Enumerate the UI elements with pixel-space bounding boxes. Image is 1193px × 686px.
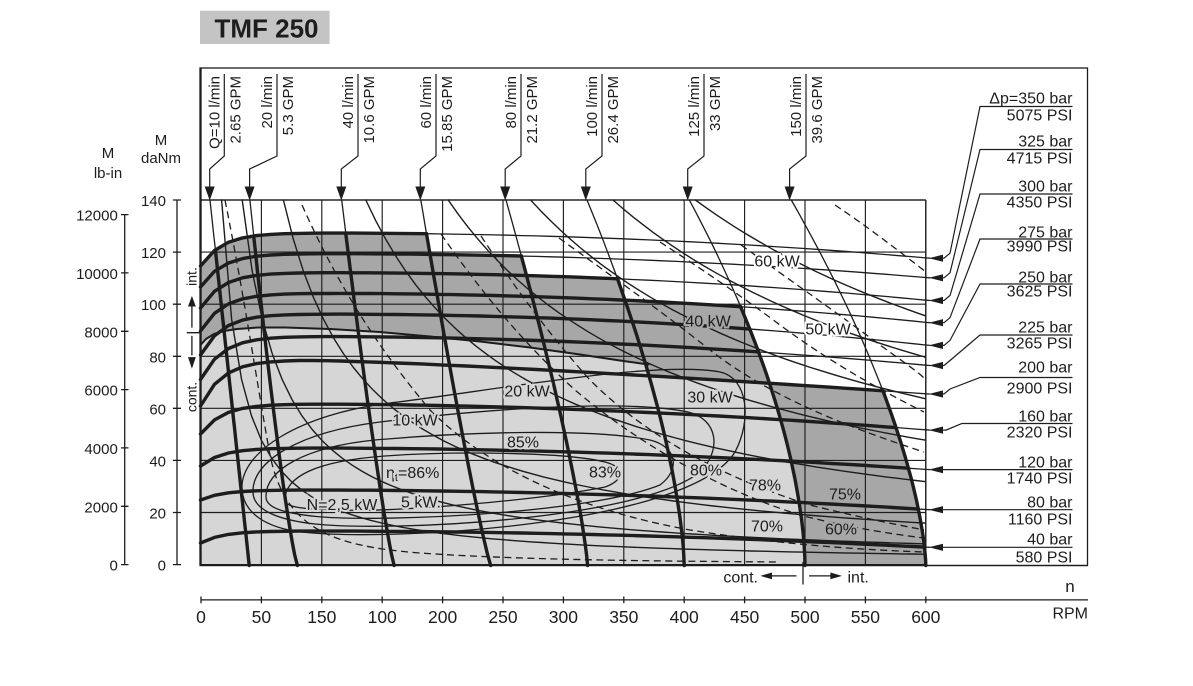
svg-text:80 l/min: 80 l/min <box>503 76 520 129</box>
svg-text:580 PSI: 580 PSI <box>1016 550 1073 567</box>
svg-text:60 kW: 60 kW <box>754 254 800 271</box>
svg-text:225 bar: 225 bar <box>1018 320 1073 337</box>
svg-text:3990 PSI: 3990 PSI <box>1007 239 1073 256</box>
svg-text:Q=10 l/min: Q=10 l/min <box>207 76 224 149</box>
svg-text:39.6 GPM: 39.6 GPM <box>809 76 826 144</box>
svg-text:2900 PSI: 2900 PSI <box>1007 381 1073 398</box>
svg-text:85%: 85% <box>507 435 539 452</box>
svg-text:120: 120 <box>141 245 166 262</box>
svg-text:3265 PSI: 3265 PSI <box>1007 336 1073 353</box>
svg-text:50 kW: 50 kW <box>805 322 851 339</box>
svg-text:int.: int. <box>184 267 200 286</box>
svg-text:10 kW: 10 kW <box>392 413 438 430</box>
svg-text:2320 PSI: 2320 PSI <box>1007 425 1073 442</box>
svg-text:140: 140 <box>141 193 166 210</box>
svg-text:20 l/min: 20 l/min <box>259 76 276 129</box>
svg-text:21.2 GPM: 21.2 GPM <box>524 76 541 144</box>
svg-text:cont.: cont. <box>723 569 758 586</box>
svg-text:lb-in: lb-in <box>94 165 122 182</box>
svg-text:20: 20 <box>149 506 166 523</box>
svg-text:15.85 GPM: 15.85 GPM <box>439 76 456 152</box>
svg-text:50: 50 <box>252 607 272 627</box>
svg-text:5075 PSI: 5075 PSI <box>1007 108 1073 125</box>
svg-text:2.65 GPM: 2.65 GPM <box>227 76 244 144</box>
svg-text:8000: 8000 <box>84 324 117 341</box>
svg-text:ηt=86%: ηt=86% <box>386 465 439 484</box>
svg-text:83%: 83% <box>589 465 621 482</box>
svg-text:40 kW: 40 kW <box>685 314 731 331</box>
svg-text:200 bar: 200 bar <box>1018 360 1073 377</box>
svg-text:350: 350 <box>609 607 638 627</box>
svg-text:n: n <box>1065 577 1074 596</box>
svg-text:60%: 60% <box>825 522 857 539</box>
svg-text:40 bar: 40 bar <box>1027 532 1073 549</box>
svg-text:4715 PSI: 4715 PSI <box>1007 151 1073 168</box>
svg-text:20 kW: 20 kW <box>504 384 550 401</box>
svg-text:10000: 10000 <box>76 266 118 283</box>
svg-text:5 kW.: 5 kW. <box>401 495 441 512</box>
svg-text:200: 200 <box>428 607 457 627</box>
svg-text:40: 40 <box>149 453 166 470</box>
svg-text:M: M <box>102 145 115 162</box>
svg-text:80 bar: 80 bar <box>1027 495 1073 512</box>
svg-text:160 bar: 160 bar <box>1018 409 1073 426</box>
svg-text:150 l/min: 150 l/min <box>788 76 805 137</box>
svg-text:400: 400 <box>670 607 699 627</box>
svg-text:3625 PSI: 3625 PSI <box>1007 284 1073 301</box>
svg-text:1160 PSI: 1160 PSI <box>1008 512 1073 529</box>
svg-text:TMF 250: TMF 250 <box>214 14 318 44</box>
svg-text:300 bar: 300 bar <box>1018 179 1073 196</box>
svg-text:275 bar: 275 bar <box>1018 225 1073 242</box>
svg-text:4350 PSI: 4350 PSI <box>1007 195 1073 212</box>
svg-text:100: 100 <box>368 607 397 627</box>
svg-text:80%: 80% <box>690 463 722 480</box>
svg-text:100: 100 <box>141 297 166 314</box>
svg-text:550: 550 <box>851 607 880 627</box>
svg-text:100 l/min: 100 l/min <box>584 76 601 137</box>
svg-text:500: 500 <box>790 607 819 627</box>
svg-text:0: 0 <box>109 558 117 575</box>
svg-text:125 l/min: 125 l/min <box>686 76 703 137</box>
svg-text:10.6 GPM: 10.6 GPM <box>361 76 378 144</box>
svg-text:26.4 GPM: 26.4 GPM <box>605 76 622 144</box>
svg-text:40 l/min: 40 l/min <box>340 76 357 129</box>
svg-text:600: 600 <box>911 607 940 627</box>
svg-text:0: 0 <box>158 558 166 575</box>
svg-text:250 bar: 250 bar <box>1018 270 1073 287</box>
svg-text:N=2,5 kW: N=2,5 kW <box>307 497 379 514</box>
svg-text:0: 0 <box>196 607 206 627</box>
svg-text:450: 450 <box>730 607 759 627</box>
svg-text:4000: 4000 <box>84 441 117 458</box>
svg-text:75%: 75% <box>829 487 861 504</box>
svg-text:120 bar: 120 bar <box>1018 455 1073 472</box>
svg-text:80: 80 <box>149 349 166 366</box>
svg-text:30 kW: 30 kW <box>687 390 733 407</box>
svg-text:325 bar: 325 bar <box>1018 134 1073 151</box>
svg-text:300: 300 <box>549 607 578 627</box>
svg-text:daNm: daNm <box>141 150 181 167</box>
svg-text:70%: 70% <box>751 519 783 536</box>
svg-text:RPM: RPM <box>1052 606 1088 623</box>
svg-text:5.3 GPM: 5.3 GPM <box>280 76 297 135</box>
svg-text:6000: 6000 <box>84 383 117 400</box>
svg-text:150: 150 <box>307 607 336 627</box>
svg-text:12000: 12000 <box>76 208 118 225</box>
svg-text:1740 PSI: 1740 PSI <box>1007 471 1073 488</box>
svg-text:33 GPM: 33 GPM <box>707 76 724 131</box>
svg-text:Δp=350 bar: Δp=350 bar <box>989 91 1073 108</box>
svg-text:78%: 78% <box>749 478 781 495</box>
svg-text:60 l/min: 60 l/min <box>418 76 435 129</box>
svg-text:int.: int. <box>848 569 869 586</box>
svg-text:60: 60 <box>149 401 166 418</box>
svg-text:250: 250 <box>488 607 517 627</box>
svg-text:2000: 2000 <box>84 499 117 516</box>
svg-text:M: M <box>155 132 168 149</box>
svg-text:cont.: cont. <box>184 382 200 412</box>
